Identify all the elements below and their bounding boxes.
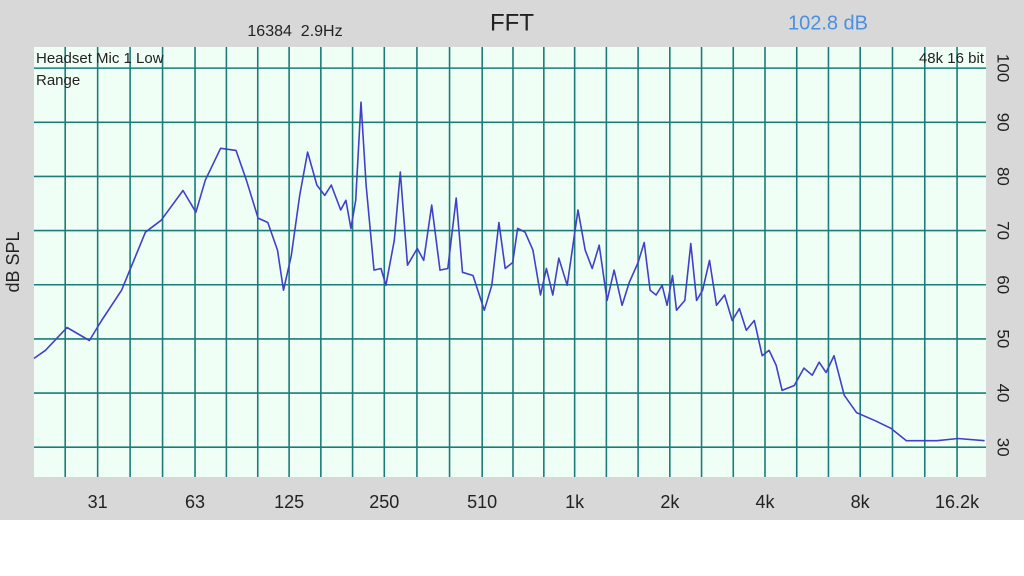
spectrum-line	[33, 101, 985, 442]
y-tick-label: 100	[994, 54, 1013, 82]
x-tick-label: 16.2k	[935, 492, 980, 512]
x-tick-label: 2k	[660, 492, 680, 512]
x-tick-label: 510	[467, 492, 497, 512]
x-tick-label: 250	[369, 492, 399, 512]
y-axis-label: dB SPL	[3, 231, 23, 292]
chart-title: FFT	[490, 9, 534, 36]
y-tick-label: 60	[994, 275, 1013, 294]
x-tick-label: 8k	[851, 492, 871, 512]
x-tick-label: 125	[274, 492, 304, 512]
x-tick-label: 1k	[565, 492, 585, 512]
x-tick-label: 31	[88, 492, 108, 512]
mode-label: Range	[36, 72, 80, 89]
x-tick-label: 4k	[755, 492, 775, 512]
fft-info: 16384 2.9Hz	[247, 23, 342, 40]
y-tick-label: 70	[994, 221, 1013, 240]
x-tick-label: 63	[185, 492, 205, 512]
plot-area	[34, 47, 986, 477]
y-tick-label: 50	[994, 329, 1013, 348]
level-readout: 102.8 dB	[788, 12, 868, 34]
format-label: 48k 16 bit	[919, 50, 985, 67]
y-tick-label: 40	[994, 384, 1013, 403]
y-tick-label: 90	[994, 113, 1013, 132]
grid	[34, 47, 986, 477]
y-tick-label: 30	[994, 438, 1013, 457]
device-label: Headset Mic 1 Low	[36, 50, 164, 67]
y-tick-label: 80	[994, 167, 1013, 186]
